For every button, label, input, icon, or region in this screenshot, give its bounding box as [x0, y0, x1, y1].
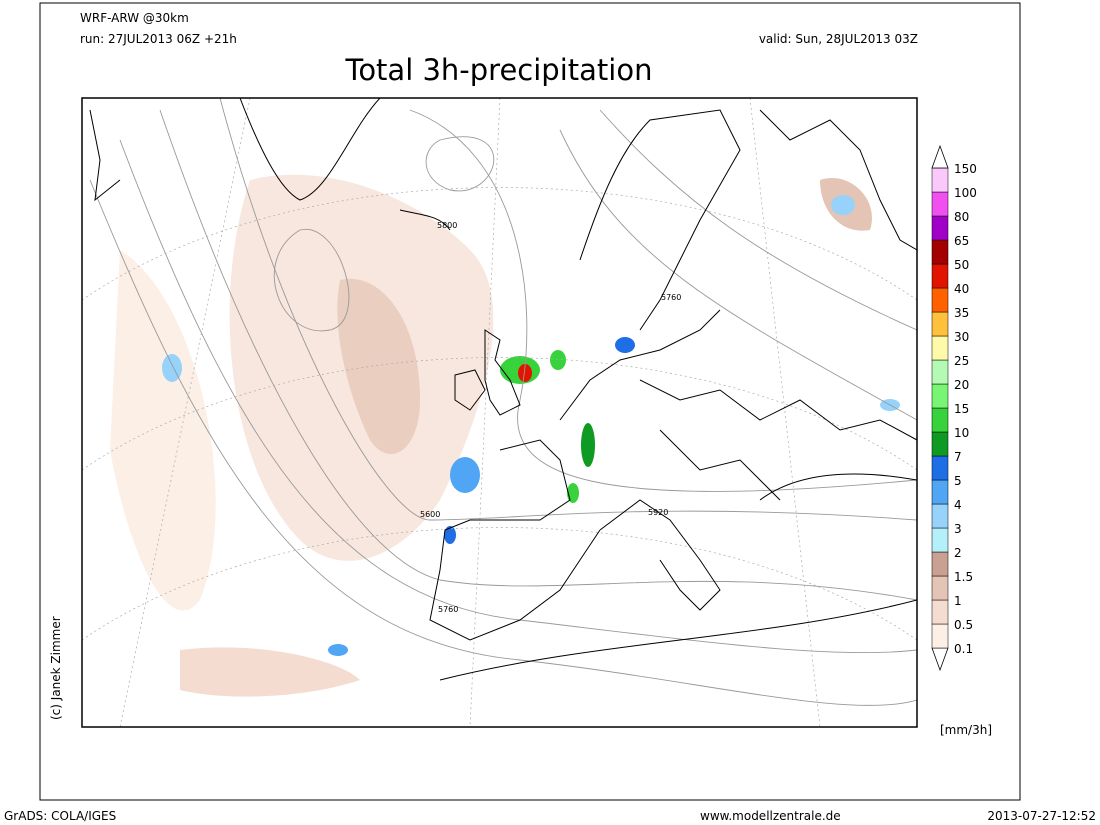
map: 5800 5760 5600 5760 5920	[81, 97, 918, 728]
colorbar-level: 35	[954, 306, 969, 320]
color-box	[931, 431, 949, 457]
footer-center: www.modellzentrale.de	[700, 809, 841, 823]
colorbar-level: 2	[954, 546, 962, 560]
color-box	[931, 503, 949, 529]
title: Total 3h-precipitation	[345, 53, 653, 87]
colorbar-level: 5	[954, 474, 962, 488]
colorbar-level: 15	[954, 402, 969, 416]
color-box	[931, 311, 949, 337]
colorbar-level: 100	[954, 186, 977, 200]
coastlines	[89, 98, 917, 681]
colorbar: 0.1 0.5 1 1.5 2 3 4 5 7 10 15 20 25 30 35 40 50 65 80 100 15…	[931, 144, 977, 672]
contour-label: 5800	[437, 221, 457, 230]
color-box	[931, 599, 949, 625]
run-label: run: 27JUL2013 06Z +21h	[80, 32, 237, 46]
color-box	[931, 623, 949, 649]
footer-right: 2013-07-27-12:52	[987, 809, 1096, 823]
height-contours	[89, 98, 917, 706]
colorbar-level: 7	[954, 450, 962, 464]
color-box	[931, 239, 949, 265]
contour-label: 5760	[661, 293, 681, 302]
colorbar-level: 20	[954, 378, 969, 392]
colorbar-unit: [mm/3h]	[940, 723, 992, 737]
color-box	[931, 383, 949, 409]
map-background	[82, 98, 917, 727]
colorbar-level: 65	[954, 234, 969, 248]
color-box	[931, 551, 949, 577]
colorbar-level: 4	[954, 498, 962, 512]
outer-frame	[39, 2, 1021, 801]
valid-label: valid: Sun, 28JUL2013 03Z	[759, 32, 918, 46]
colorbar-low-end	[931, 647, 949, 672]
map-frame	[81, 97, 918, 728]
colorbar-level: 3	[954, 522, 962, 536]
colorbar-level: 1.5	[954, 570, 973, 584]
colorbar-level: 30	[954, 330, 969, 344]
contour-label: 5600	[420, 510, 440, 519]
color-box	[931, 575, 949, 601]
colorbar-level: 80	[954, 210, 969, 224]
colorbar-level: 1	[954, 594, 962, 608]
precip-areas	[110, 174, 900, 697]
contour-label: 5920	[648, 508, 668, 517]
color-box	[931, 455, 949, 481]
lat-lon-grid	[82, 98, 917, 727]
color-box	[931, 191, 949, 217]
contour-labels: 5800 5760 5600 5760 5920	[420, 221, 681, 614]
contour-label: 5760	[438, 605, 458, 614]
colorbar-high-end	[931, 144, 949, 169]
color-box	[931, 479, 949, 505]
credit: (c) Janek Zimmer	[49, 616, 63, 720]
color-box	[931, 407, 949, 433]
footer-left: GrADS: COLA/IGES	[4, 809, 116, 823]
color-box	[931, 215, 949, 241]
color-box	[931, 263, 949, 289]
color-box	[931, 335, 949, 361]
colorbar-level: 0.1	[954, 642, 973, 656]
color-box	[931, 527, 949, 553]
colorbar-level: 40	[954, 282, 969, 296]
colorbar-level: 50	[954, 258, 969, 272]
color-box	[931, 359, 949, 385]
colorbar-level: 0.5	[954, 618, 973, 632]
colorbar-level: 150	[954, 162, 977, 176]
color-box	[931, 287, 949, 313]
model-label: WRF-ARW @30km	[80, 11, 189, 25]
colorbar-level: 25	[954, 354, 969, 368]
color-box	[931, 167, 949, 193]
colorbar-level: 10	[954, 426, 969, 440]
